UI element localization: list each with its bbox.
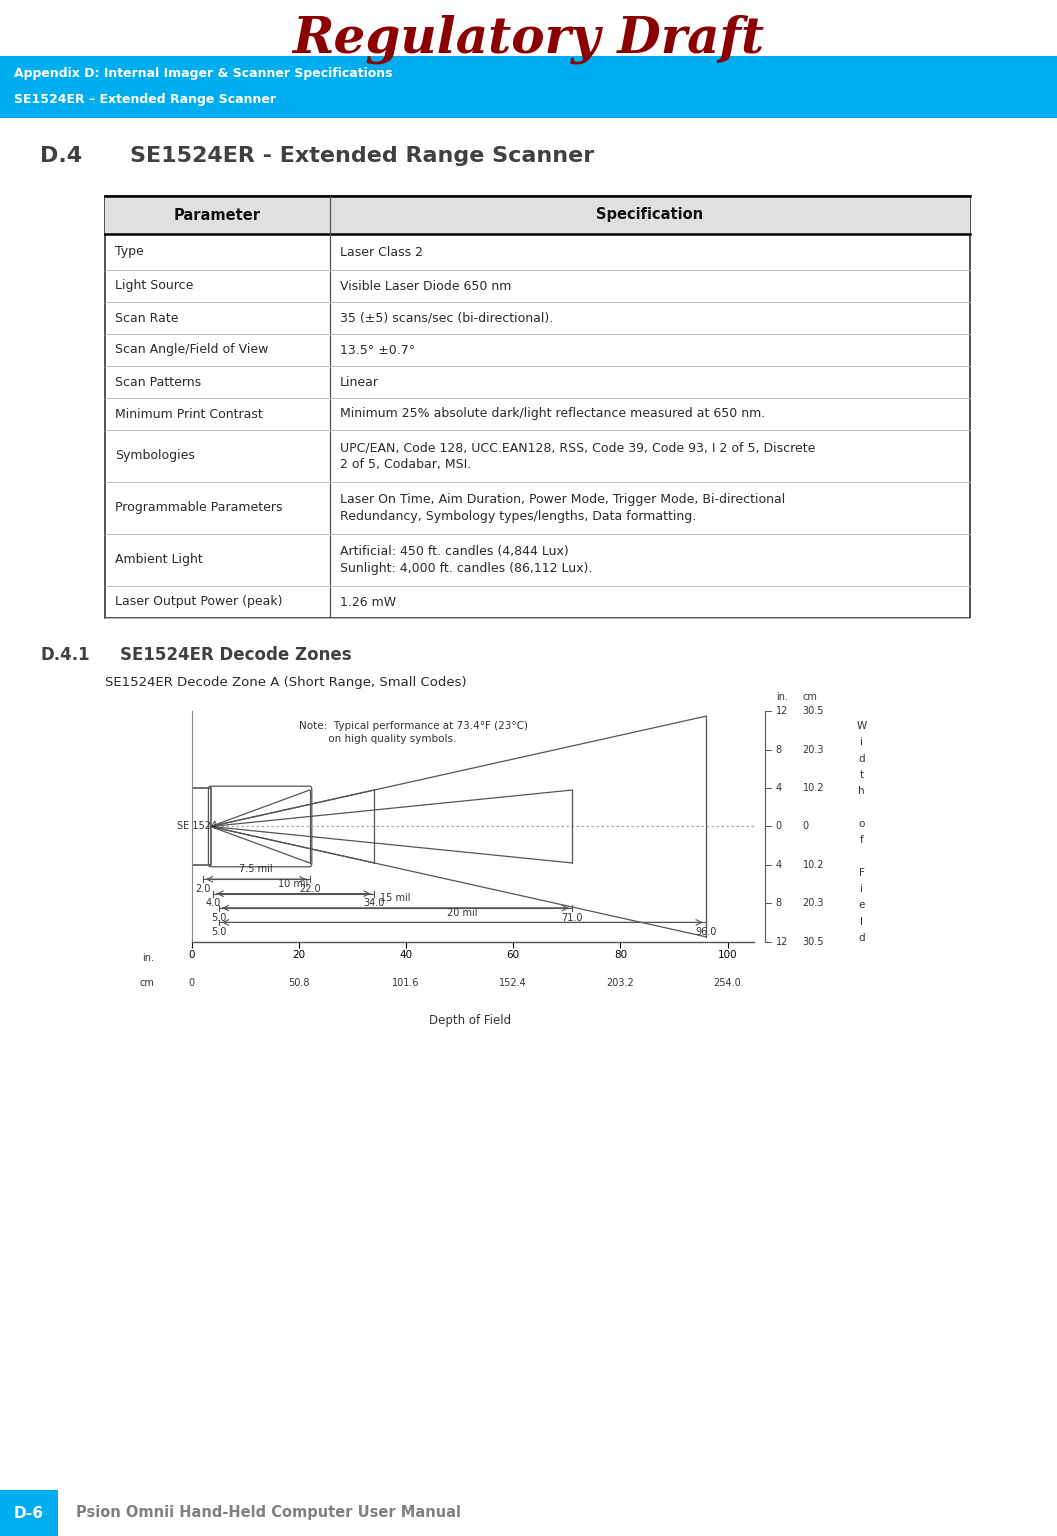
Text: Scan Rate: Scan Rate — [115, 312, 179, 324]
Text: 22.0: 22.0 — [299, 885, 320, 894]
Text: 7.5 mil: 7.5 mil — [239, 865, 273, 874]
Text: D.4: D.4 — [40, 146, 82, 166]
Text: o: o — [858, 819, 865, 829]
Text: 0: 0 — [802, 822, 809, 831]
Text: Artificial: 450 ft. candles (4,844 Lux)
Sunlight: 4,000 ft. candles (86,112 Lux): Artificial: 450 ft. candles (4,844 Lux) … — [340, 545, 592, 574]
Text: t: t — [859, 770, 864, 780]
Text: 10.2: 10.2 — [802, 783, 824, 793]
Text: 203.2: 203.2 — [607, 978, 634, 988]
Text: 30.5: 30.5 — [802, 707, 824, 716]
Text: Minimum Print Contrast: Minimum Print Contrast — [115, 407, 263, 421]
Text: 20.3: 20.3 — [802, 745, 824, 754]
Text: Linear: Linear — [340, 375, 379, 389]
Text: 10.2: 10.2 — [802, 860, 824, 869]
Text: Appendix D: Internal Imager & Scanner Specifications: Appendix D: Internal Imager & Scanner Sp… — [14, 68, 392, 80]
Text: Scan Patterns: Scan Patterns — [115, 375, 201, 389]
Text: SE1524ER Decode Zones: SE1524ER Decode Zones — [120, 647, 352, 664]
Bar — [0, 1490, 58, 1536]
Text: d: d — [858, 754, 865, 763]
Text: SE1524ER - Extended Range Scanner: SE1524ER - Extended Range Scanner — [130, 146, 594, 166]
Text: 254.0: 254.0 — [713, 978, 741, 988]
Text: Note:  Typical performance at 73.4°F (23°C)
         on high quality symbols.: Note: Typical performance at 73.4°F (23°… — [299, 720, 527, 743]
Text: Laser On Time, Aim Duration, Power Mode, Trigger Mode, Bi-directional
Redundancy: Laser On Time, Aim Duration, Power Mode,… — [340, 493, 785, 522]
Text: 152.4: 152.4 — [499, 978, 527, 988]
Text: Type: Type — [115, 246, 144, 258]
Text: 12: 12 — [776, 707, 789, 716]
Text: 96.0: 96.0 — [696, 928, 717, 937]
Text: 0: 0 — [189, 978, 194, 988]
Bar — [0, 55, 1057, 118]
Text: 4: 4 — [776, 783, 782, 793]
Text: 0: 0 — [776, 822, 782, 831]
Text: 20 mil: 20 mil — [447, 908, 478, 917]
Text: in.: in. — [776, 691, 787, 702]
Text: D-6: D-6 — [14, 1505, 44, 1521]
Text: F: F — [858, 868, 865, 877]
Text: SE 1524: SE 1524 — [178, 822, 218, 831]
Text: e: e — [858, 900, 865, 911]
Text: Specification: Specification — [596, 207, 704, 223]
Text: 8: 8 — [776, 745, 782, 754]
Text: 20.3: 20.3 — [802, 899, 824, 908]
Bar — [184, 788, 210, 865]
Text: Scan Angle/Field of View: Scan Angle/Field of View — [115, 344, 268, 356]
Text: d: d — [858, 932, 865, 943]
Text: h: h — [858, 786, 865, 796]
Text: i: i — [860, 885, 863, 894]
Text: Parameter: Parameter — [174, 207, 261, 223]
Bar — [105, 197, 970, 617]
Text: 15 mil: 15 mil — [381, 894, 410, 903]
Text: D.4.1: D.4.1 — [40, 647, 90, 664]
Text: Laser Class 2: Laser Class 2 — [340, 246, 423, 258]
Text: 12: 12 — [776, 937, 789, 946]
Text: 30.5: 30.5 — [802, 937, 824, 946]
Text: Symbologies: Symbologies — [115, 450, 194, 462]
Text: 13.5° ±0.7°: 13.5° ±0.7° — [340, 344, 415, 356]
Text: in.: in. — [143, 954, 154, 963]
Text: Programmable Parameters: Programmable Parameters — [115, 501, 282, 515]
Text: 5.0: 5.0 — [211, 928, 226, 937]
Text: cm: cm — [140, 978, 154, 988]
Text: Minimum 25% absolute dark/light reflectance measured at 650 nm.: Minimum 25% absolute dark/light reflecta… — [340, 407, 765, 421]
Text: 10 mil: 10 mil — [278, 879, 309, 889]
Text: SE1524ER – Extended Range Scanner: SE1524ER – Extended Range Scanner — [14, 94, 276, 106]
Text: 5.0: 5.0 — [211, 912, 226, 923]
Text: Depth of Field: Depth of Field — [429, 1014, 512, 1026]
Bar — [105, 197, 970, 233]
Text: 1.26 mW: 1.26 mW — [340, 596, 396, 608]
Text: i: i — [860, 737, 863, 746]
Text: Laser Output Power (peak): Laser Output Power (peak) — [115, 596, 282, 608]
Text: 4: 4 — [776, 860, 782, 869]
Text: 35 (±5) scans/sec (bi-directional).: 35 (±5) scans/sec (bi-directional). — [340, 312, 553, 324]
Text: 8: 8 — [776, 899, 782, 908]
Text: 34.0: 34.0 — [364, 899, 385, 908]
Text: Regulatory Draft: Regulatory Draft — [292, 14, 764, 63]
Text: W: W — [856, 720, 867, 731]
Text: UPC/EAN, Code 128, UCC.EAN128, RSS, Code 39, Code 93, I 2 of 5, Discrete
2 of 5,: UPC/EAN, Code 128, UCC.EAN128, RSS, Code… — [340, 441, 815, 470]
Text: Ambient Light: Ambient Light — [115, 553, 203, 567]
Text: 2.0: 2.0 — [194, 885, 210, 894]
Text: 4.0: 4.0 — [206, 899, 221, 908]
Text: f: f — [859, 836, 864, 845]
Text: Light Source: Light Source — [115, 280, 193, 292]
Text: cm: cm — [802, 691, 817, 702]
Text: 101.6: 101.6 — [392, 978, 420, 988]
Text: l: l — [860, 917, 863, 926]
Text: 71.0: 71.0 — [561, 912, 582, 923]
Text: Psion Omnii Hand-Held Computer User Manual: Psion Omnii Hand-Held Computer User Manu… — [76, 1505, 461, 1521]
Text: SE1524ER Decode Zone A (Short Range, Small Codes): SE1524ER Decode Zone A (Short Range, Sma… — [105, 676, 466, 690]
Text: Visible Laser Diode 650 nm: Visible Laser Diode 650 nm — [340, 280, 512, 292]
Text: 50.8: 50.8 — [289, 978, 310, 988]
